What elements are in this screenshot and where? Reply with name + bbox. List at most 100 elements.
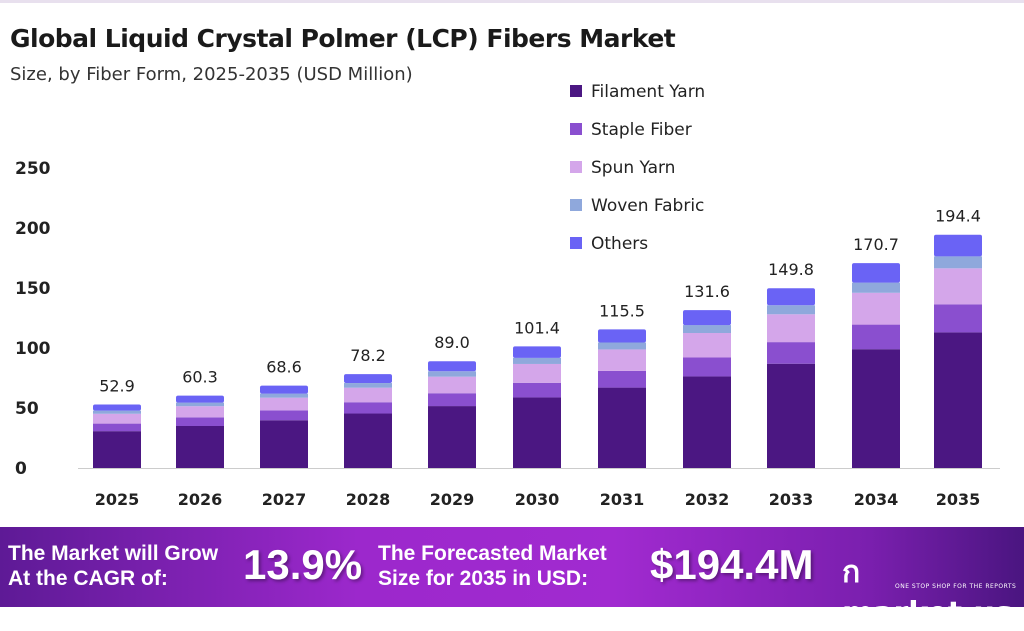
total-label: 60.3 bbox=[182, 368, 218, 387]
bar-segment-woven-fabric bbox=[683, 325, 731, 333]
bar-segment-filament-yarn bbox=[428, 406, 476, 468]
bar-segment-filament-yarn bbox=[260, 420, 308, 468]
x-tick-label: 2035 bbox=[936, 490, 981, 509]
x-tick-label: 2030 bbox=[515, 490, 560, 509]
bar-segment-staple-fiber bbox=[683, 357, 731, 377]
bar-segment-woven-fabric bbox=[767, 305, 815, 315]
total-label: 78.2 bbox=[350, 346, 386, 365]
forecast-label: The Forecasted Market Size for 2035 in US… bbox=[378, 541, 607, 591]
brand-tagline: ONE STOP SHOP FOR THE REPORTS bbox=[895, 583, 1017, 590]
y-tick-label: 150 bbox=[15, 279, 51, 299]
x-tick-label: 2031 bbox=[600, 490, 645, 509]
total-label: 149.8 bbox=[768, 260, 814, 279]
bar-segment-filament-yarn bbox=[683, 376, 731, 468]
bar-segment-filament-yarn bbox=[852, 349, 900, 468]
x-tick-label: 2026 bbox=[178, 490, 223, 509]
bar-segment-others bbox=[344, 374, 392, 384]
bar-segment-staple-fiber bbox=[934, 304, 982, 333]
logo-icon: ก bbox=[842, 555, 861, 590]
bar-segment-filament-yarn bbox=[176, 426, 224, 468]
bar-segment-filament-yarn bbox=[93, 431, 141, 468]
bar-segment-woven-fabric bbox=[176, 402, 224, 407]
bar-segment-spun-yarn bbox=[260, 397, 308, 411]
total-label: 89.0 bbox=[434, 333, 470, 352]
brand-name: market.us bbox=[842, 596, 1013, 631]
legend-swatch bbox=[570, 85, 582, 97]
y-tick-label: 0 bbox=[15, 459, 27, 479]
legend-label: Woven Fabric bbox=[591, 196, 704, 216]
bar-segment-others bbox=[934, 234, 982, 257]
bar-segment-staple-fiber bbox=[428, 393, 476, 407]
legend-swatch bbox=[570, 237, 582, 249]
bar-segment-filament-yarn bbox=[344, 413, 392, 468]
bar-segment-staple-fiber bbox=[598, 370, 646, 388]
bar-segment-filament-yarn bbox=[598, 387, 646, 468]
bar-segment-woven-fabric bbox=[428, 371, 476, 377]
x-tick-label: 2028 bbox=[346, 490, 391, 509]
bar-segment-filament-yarn bbox=[513, 397, 561, 468]
footer-banner: The Market will Grow At the CAGR of: 13.9… bbox=[0, 527, 1024, 631]
top-border bbox=[0, 0, 1024, 3]
bar-segment-others bbox=[93, 404, 141, 411]
stacked-bar-chart: 0 50 100 150 200 250 52.9 2025 60.3 2026 68.6 2027 7… bbox=[15, 82, 1000, 509]
x-tick-label: 2025 bbox=[95, 490, 140, 509]
total-label: 68.6 bbox=[266, 358, 302, 377]
total-label: 101.4 bbox=[514, 318, 560, 337]
chart-title: Global Liquid Crystal Polmer (LCP) Fiber… bbox=[10, 24, 676, 53]
y-tick-label: 100 bbox=[15, 339, 51, 359]
x-tick-label: 2034 bbox=[854, 490, 899, 509]
forecast-value: $194.4M bbox=[650, 541, 814, 588]
x-tick-label: 2032 bbox=[685, 490, 730, 509]
total-label: 131.6 bbox=[684, 282, 730, 301]
legend-label: Filament Yarn bbox=[591, 82, 705, 102]
bar-segment-others bbox=[176, 395, 224, 403]
bar-segment-woven-fabric bbox=[598, 342, 646, 350]
bar-segment-spun-yarn bbox=[767, 314, 815, 343]
bar-segment-others bbox=[513, 346, 561, 358]
cagr-value: 13.9% bbox=[243, 541, 363, 588]
total-label: 115.5 bbox=[599, 301, 645, 320]
bar-segment-staple-fiber bbox=[513, 382, 561, 398]
forecast-label-line2: Size for 2035 in USD: bbox=[378, 567, 589, 590]
bar-segment-filament-yarn bbox=[934, 332, 982, 468]
bar-segment-staple-fiber bbox=[260, 410, 308, 421]
bar-segment-others bbox=[683, 310, 731, 326]
bar-segment-spun-yarn bbox=[683, 333, 731, 358]
bar-segment-spun-yarn bbox=[598, 349, 646, 371]
bar-segment-others bbox=[598, 329, 646, 343]
bar-segment-woven-fabric bbox=[934, 256, 982, 269]
legend-label: Staple Fiber bbox=[591, 120, 692, 140]
bar-segment-others bbox=[428, 361, 476, 372]
chart-subtitle: Size, by Fiber Form, 2025-2035 (USD Mill… bbox=[10, 64, 413, 85]
legend-swatch bbox=[570, 161, 582, 173]
x-tick-label: 2029 bbox=[430, 490, 475, 509]
legend-label: Spun Yarn bbox=[591, 158, 675, 178]
bar-segment-others bbox=[767, 288, 815, 306]
cagr-label: The Market will Grow At the CAGR of: bbox=[8, 541, 218, 591]
bar-segment-spun-yarn bbox=[176, 406, 224, 418]
bar-segment-spun-yarn bbox=[93, 413, 141, 424]
legend-label: Others bbox=[591, 234, 648, 254]
y-tick-label: 50 bbox=[15, 399, 39, 419]
bar-segment-staple-fiber bbox=[93, 423, 141, 432]
total-label: 170.7 bbox=[853, 235, 899, 254]
bar-segment-woven-fabric bbox=[344, 383, 392, 388]
bar-segment-spun-yarn bbox=[934, 268, 982, 305]
x-tick-label: 2027 bbox=[262, 490, 307, 509]
legend-swatch bbox=[570, 123, 582, 135]
forecast-label-line1: The Forecasted Market bbox=[378, 542, 607, 565]
bar-segment-staple-fiber bbox=[767, 342, 815, 364]
bar-segment-woven-fabric bbox=[260, 393, 308, 398]
y-tick-label: 200 bbox=[15, 219, 51, 239]
cagr-label-line1: The Market will Grow bbox=[8, 542, 219, 565]
bar-segment-staple-fiber bbox=[852, 324, 900, 350]
cagr-label-line2: At the CAGR of: bbox=[8, 567, 168, 590]
brand-logo: ก market.us bbox=[842, 549, 1024, 631]
bar-segment-others bbox=[852, 263, 900, 283]
bar-segment-spun-yarn bbox=[344, 387, 392, 403]
y-tick-label: 250 bbox=[15, 159, 51, 179]
legend-swatch bbox=[570, 199, 582, 211]
bar-segment-spun-yarn bbox=[513, 363, 561, 383]
bar-segment-staple-fiber bbox=[344, 402, 392, 414]
bar-segment-woven-fabric bbox=[852, 282, 900, 293]
